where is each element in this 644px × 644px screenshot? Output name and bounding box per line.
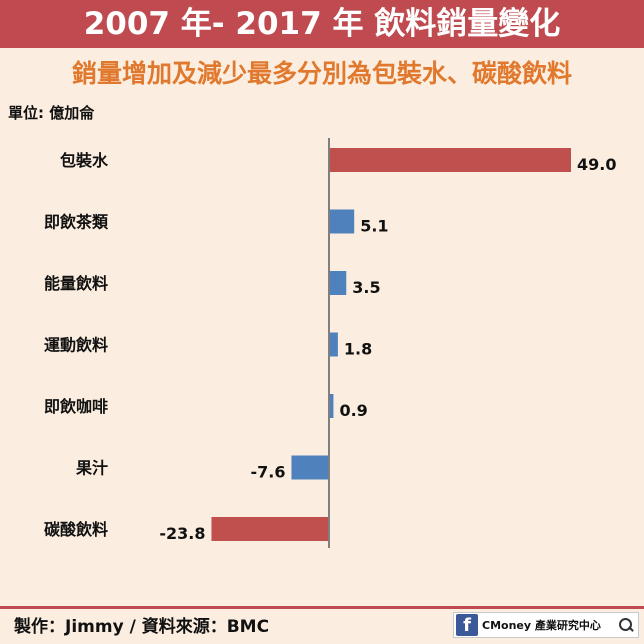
bar-3	[329, 332, 338, 357]
brand-badge[interactable]: f CMoney 產業研究中心	[453, 612, 639, 638]
bar-6	[211, 517, 329, 541]
category-label-3: 運動飲料	[44, 336, 108, 355]
bar-5	[291, 455, 329, 480]
value-label-6: -23.8	[159, 524, 205, 543]
category-label-0: 包裝水	[60, 151, 109, 170]
bar-4	[329, 394, 334, 418]
value-label-4: 0.9	[339, 401, 367, 420]
search-icon[interactable]	[617, 616, 635, 634]
bar-chart: 包裝水 49.0 即飲茶類 5.1 能量飲料 3.5 運動飲料 1.8 即飲咖啡 0.9 果汁 -7.…	[44, 138, 616, 548]
value-label-1: 5.1	[360, 217, 388, 236]
bar-2	[329, 271, 347, 295]
category-label-4: 即飲咖啡	[44, 397, 108, 416]
value-label-5: -7.6	[250, 463, 285, 482]
chart-title: 2007 年- 2017 年 飲料銷量變化	[0, 0, 644, 48]
chart-subtitle: 銷量增加及減少最多分別為包裝水、碳酸飲料	[71, 59, 572, 88]
facebook-icon[interactable]: f	[456, 614, 478, 636]
bar-1	[329, 209, 355, 234]
bar-0	[329, 148, 571, 172]
brand-name: CMoney 產業研究中心	[482, 619, 601, 632]
credit-text: 製作：Jimmy / 資料來源：BMC	[14, 617, 270, 637]
footer-divider	[0, 606, 644, 609]
category-label-6: 碳酸飲料	[44, 520, 108, 539]
category-label-2: 能量飲料	[44, 274, 108, 293]
category-label-1: 即飲茶類	[44, 213, 109, 232]
value-label-2: 3.5	[352, 278, 380, 297]
category-label-5: 果汁	[75, 459, 108, 478]
unit-label: 單位: 億加侖	[8, 104, 95, 122]
value-label-3: 1.8	[344, 340, 372, 359]
value-label-0: 49.0	[577, 155, 616, 174]
